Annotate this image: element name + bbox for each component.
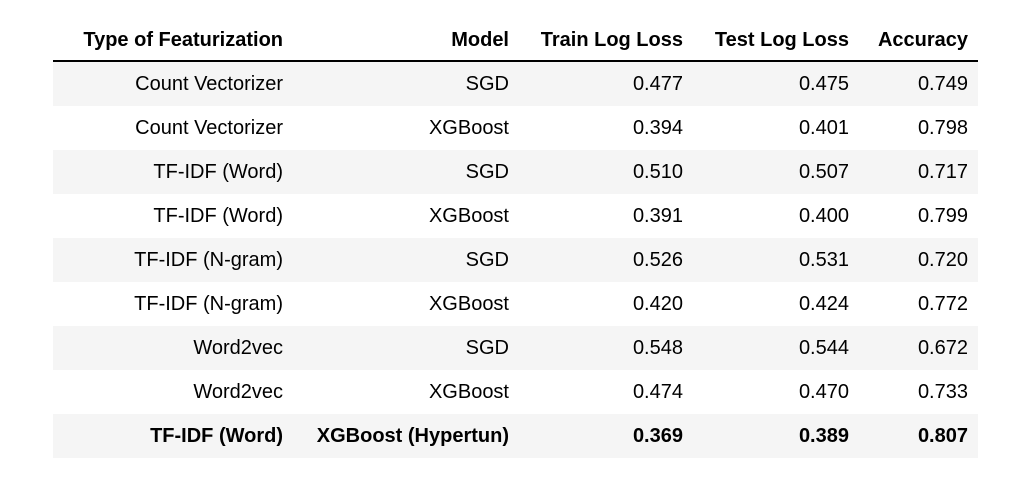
cell-test-log-loss: 0.544 (693, 326, 859, 370)
table-row: Word2vec SGD 0.548 0.544 0.672 (53, 326, 978, 370)
cell-featurization: TF-IDF (N-gram) (53, 238, 293, 282)
cell-test-log-loss: 0.400 (693, 194, 859, 238)
cell-featurization: Word2vec (53, 370, 293, 414)
results-table: Type of Featurization Model Train Log Lo… (53, 20, 978, 458)
cell-model: SGD (293, 238, 519, 282)
cell-model: SGD (293, 61, 519, 106)
cell-model: XGBoost (293, 106, 519, 150)
table-row: TF-IDF (N-gram) XGBoost 0.420 0.424 0.77… (53, 282, 978, 326)
cell-model: SGD (293, 150, 519, 194)
table-body: Count Vectorizer SGD 0.477 0.475 0.749 C… (53, 61, 978, 458)
cell-featurization: Count Vectorizer (53, 61, 293, 106)
table-row: TF-IDF (Word) XGBoost 0.391 0.400 0.799 (53, 194, 978, 238)
cell-accuracy: 0.749 (859, 61, 978, 106)
cell-accuracy: 0.799 (859, 194, 978, 238)
cell-accuracy: 0.717 (859, 150, 978, 194)
cell-accuracy: 0.798 (859, 106, 978, 150)
header-test-log-loss: Test Log Loss (693, 20, 859, 62)
header-train-log-loss: Train Log Loss (519, 20, 693, 62)
cell-test-log-loss: 0.507 (693, 150, 859, 194)
cell-train-log-loss: 0.474 (519, 370, 693, 414)
cell-model: XGBoost (293, 282, 519, 326)
cell-test-log-loss: 0.470 (693, 370, 859, 414)
results-table-container: Type of Featurization Model Train Log Lo… (53, 20, 978, 458)
cell-accuracy: 0.807 (859, 414, 978, 458)
cell-model: XGBoost (Hypertun) (293, 414, 519, 458)
cell-train-log-loss: 0.526 (519, 238, 693, 282)
table-row: Count Vectorizer SGD 0.477 0.475 0.749 (53, 61, 978, 106)
cell-train-log-loss: 0.420 (519, 282, 693, 326)
header-featurization: Type of Featurization (53, 20, 293, 62)
table-row: TF-IDF (Word) SGD 0.510 0.507 0.717 (53, 150, 978, 194)
cell-model: SGD (293, 326, 519, 370)
cell-featurization: TF-IDF (Word) (53, 194, 293, 238)
table-row-best: TF-IDF (Word) XGBoost (Hypertun) 0.369 0… (53, 414, 978, 458)
cell-accuracy: 0.720 (859, 238, 978, 282)
cell-featurization: Word2vec (53, 326, 293, 370)
cell-featurization: TF-IDF (Word) (53, 414, 293, 458)
cell-train-log-loss: 0.510 (519, 150, 693, 194)
cell-accuracy: 0.672 (859, 326, 978, 370)
cell-model: XGBoost (293, 194, 519, 238)
cell-train-log-loss: 0.369 (519, 414, 693, 458)
cell-featurization: Count Vectorizer (53, 106, 293, 150)
cell-train-log-loss: 0.391 (519, 194, 693, 238)
header-model: Model (293, 20, 519, 62)
cell-test-log-loss: 0.475 (693, 61, 859, 106)
cell-test-log-loss: 0.389 (693, 414, 859, 458)
cell-test-log-loss: 0.531 (693, 238, 859, 282)
cell-accuracy: 0.772 (859, 282, 978, 326)
header-accuracy: Accuracy (859, 20, 978, 62)
cell-featurization: TF-IDF (N-gram) (53, 282, 293, 326)
cell-featurization: TF-IDF (Word) (53, 150, 293, 194)
cell-model: XGBoost (293, 370, 519, 414)
cell-train-log-loss: 0.548 (519, 326, 693, 370)
cell-test-log-loss: 0.424 (693, 282, 859, 326)
table-header-row: Type of Featurization Model Train Log Lo… (53, 20, 978, 62)
table-row: Word2vec XGBoost 0.474 0.470 0.733 (53, 370, 978, 414)
cell-train-log-loss: 0.477 (519, 61, 693, 106)
cell-train-log-loss: 0.394 (519, 106, 693, 150)
cell-accuracy: 0.733 (859, 370, 978, 414)
cell-test-log-loss: 0.401 (693, 106, 859, 150)
table-row: TF-IDF (N-gram) SGD 0.526 0.531 0.720 (53, 238, 978, 282)
table-row: Count Vectorizer XGBoost 0.394 0.401 0.7… (53, 106, 978, 150)
